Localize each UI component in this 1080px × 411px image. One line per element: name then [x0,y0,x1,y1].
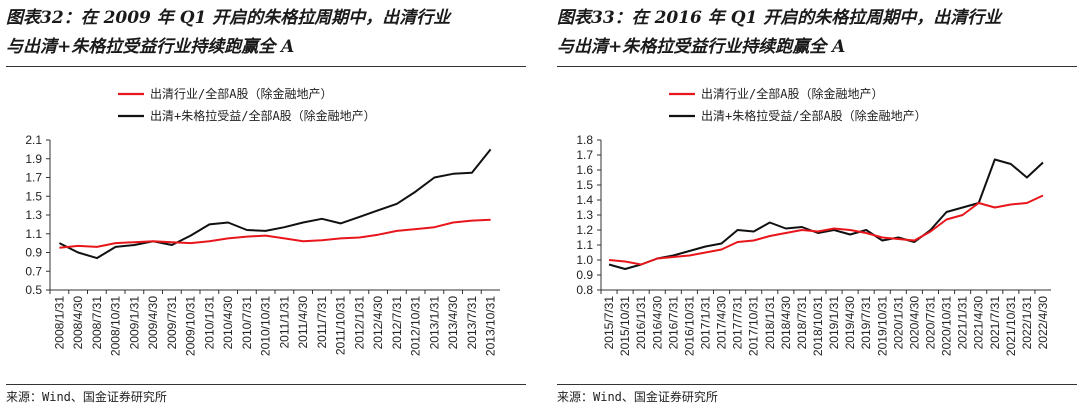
source-note: 来源：Wind、国金证券研究所 [6,390,167,404]
series-line [608,194,1044,266]
x-tick-label: 2016/1/31 [634,296,648,350]
x-tick-label: 2016/10/31 [682,296,696,356]
x-tick-label: 2019/10/31 [875,296,889,356]
x-tick-label: 2015/7/31 [602,296,616,350]
x-tick-label: 2013/7/31 [465,296,479,350]
y-tick-label: 1.0 [576,253,593,267]
x-tick-label: 2020/1/31 [891,296,905,350]
x-tick-label: 2008/1/31 [52,296,66,350]
x-tick-label: 2021/10/31 [1004,296,1018,356]
y-tick-label: 2.1 [25,133,42,147]
x-tick-label: 2022/1/31 [1020,296,1034,350]
chart-title-line2: 与出清+朱格拉受益行业持续跑赢全 A [557,37,846,57]
series-line [58,148,492,260]
x-tick-label: 2022/4/30 [1036,296,1050,350]
x-tick-label: 2009/7/31 [165,296,179,350]
x-tick-label: 2009/10/31 [184,296,198,356]
legend-label: 出清+朱格拉受益/全部A股（除金融地产） [150,108,376,123]
x-tick-label: 2021/4/30 [972,296,986,350]
x-tick-label: 2020/7/31 [923,296,937,350]
x-tick-label: 2010/1/31 [202,296,216,350]
y-tick-label: 1.2 [576,223,593,237]
x-tick-label: 2010/7/31 [240,296,254,350]
y-tick-label: 1.4 [576,193,593,207]
y-tick-label: 1.1 [25,227,42,241]
y-tick-label: 1.3 [25,208,42,222]
x-tick-label: 2020/4/30 [907,296,921,350]
y-tick-label: 0.5 [25,283,42,297]
x-tick-label: 2017/10/31 [747,296,761,356]
x-tick-label: 2010/4/30 [221,296,235,350]
source-rule [557,384,1077,385]
x-tick-label: 2010/10/31 [259,296,273,356]
x-tick-label: 2013/10/31 [484,296,498,356]
x-tick-label: 2013/1/31 [427,296,441,350]
y-tick-label: 0.9 [576,268,593,282]
chart-title-line1: 图表33：在 2016 年 Q1 开启的朱格拉周期中，出清行业 [557,8,1002,28]
title-rule [557,66,1077,67]
x-tick-label: 2019/1/31 [827,296,841,350]
y-tick-label: 1.7 [25,171,42,185]
x-tick-label: 2017/4/30 [715,296,729,350]
x-tick-label: 2012/1/31 [352,296,366,350]
y-tick-label: 1.3 [576,208,593,222]
legend-label: 出清行业/全部A股（除金融地产） [701,86,883,101]
x-tick-label: 2011/4/30 [296,296,310,349]
x-tick-label: 2013/4/30 [446,296,460,350]
chart-panel-33: 图表33：在 2016 年 Q1 开启的朱格拉周期中，出清行业 与出清+朱格拉受… [551,0,1080,411]
x-tick-label: 2008/4/30 [71,296,85,350]
line-chart-32: 出清行业/全部A股（除金融地产） 出清+朱格拉受益/全部A股（除金融地产） 2.1 1… [25,86,500,356]
chart-title-line2: 与出清+朱格拉受益行业持续跑赢全 A [6,37,295,57]
x-tick-label: 2020/10/31 [940,296,954,356]
x-tick-label: 2019/7/31 [859,296,873,350]
x-tick-label: 2019/4/30 [843,296,857,350]
series-line [608,158,1044,270]
x-tick-label: 2018/4/30 [779,296,793,350]
y-tick-label: 1.1 [576,238,593,252]
x-tick-label: 2008/7/31 [90,296,104,350]
y-tick-label: 0.8 [576,283,593,297]
x-tick-label: 2012/10/31 [409,296,423,356]
y-tick-label: 1.5 [25,189,42,203]
x-tick-label: 2018/1/31 [763,296,777,350]
y-tick-label: 0.7 [25,264,42,278]
x-tick-label: 2012/4/30 [371,296,385,350]
x-tick-label: 2017/1/31 [698,296,712,350]
series-line [59,218,491,249]
x-tick-label: 2011/1/31 [277,296,291,349]
x-tick-label: 2016/7/31 [666,296,680,350]
title-rule [6,66,526,67]
x-tick-label: 2011/7/31 [315,296,329,349]
y-tick-label: 1.7 [576,148,593,162]
chart-title-line1: 图表32：在 2009 年 Q1 开启的朱格拉周期中，出清行业 [6,8,451,28]
y-tick-label: 1.6 [576,163,593,177]
chart-title: 图表33：在 2016 年 Q1 开启的朱格拉周期中，出清行业 与出清+朱格拉受… [557,4,1077,62]
line-chart-33: 出清行业/全部A股（除金融地产）出清+朱格拉受益/全部A股（除金融地产）1.81… [576,86,1051,356]
x-tick-label: 2008/10/31 [109,296,123,356]
x-tick-label: 2011/10/31 [334,296,348,355]
chart-title: 图表32：在 2009 年 Q1 开启的朱格拉周期中，出清行业 与出清+朱格拉受… [6,4,526,62]
x-tick-label: 2009/1/31 [127,296,141,350]
x-tick-label: 2018/10/31 [811,296,825,356]
y-tick-label: 0.9 [25,246,42,260]
x-tick-label: 2015/10/31 [618,296,632,356]
x-tick-label: 2017/7/31 [731,296,745,350]
x-tick-label: 2021/7/31 [988,296,1002,350]
legend-label: 出清+朱格拉受益/全部A股（除金融地产） [701,108,927,123]
x-tick-label: 2018/7/31 [795,296,809,350]
source-note: 来源：Wind、国金证券研究所 [557,390,718,404]
y-tick-label: 1.9 [25,152,42,166]
y-tick-label: 1.8 [576,133,593,147]
x-tick-label: 2016/4/30 [650,296,664,350]
chart-panel-32: 图表32：在 2009 年 Q1 开启的朱格拉周期中，出清行业 与出清+朱格拉受… [0,0,530,411]
x-tick-label: 2009/4/30 [146,296,160,350]
x-tick-label: 2012/7/31 [390,296,404,350]
legend-label: 出清行业/全部A股（除金融地产） [150,86,332,101]
y-tick-label: 1.5 [576,178,593,192]
x-tick-label: 2021/1/31 [956,296,970,350]
source-rule [6,384,526,385]
